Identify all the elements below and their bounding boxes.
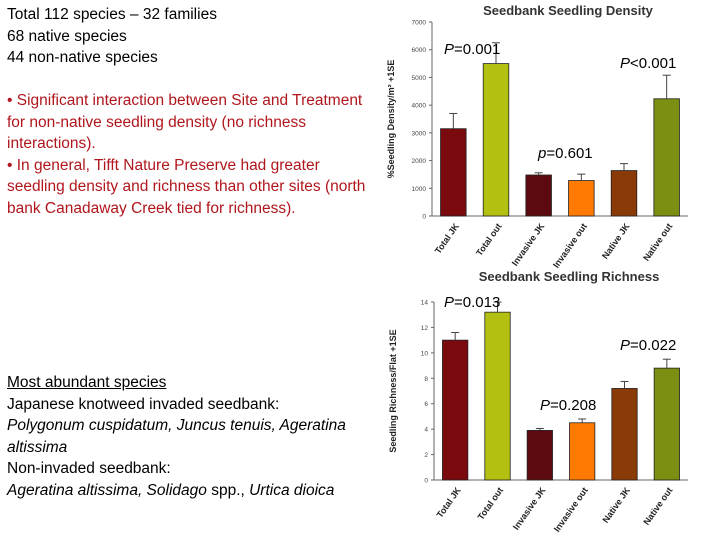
x-tick-label-native-out: Native out <box>641 485 674 526</box>
noninvaded-species-a: Ageratina altissima, Solidago <box>7 481 207 499</box>
p-value-symbol: P <box>444 41 454 58</box>
p-value-text: =0.001 <box>454 41 500 58</box>
bar-invasive-out <box>569 422 596 481</box>
bar-invasive-jk <box>525 174 552 217</box>
bar-native-out <box>653 98 680 217</box>
y-tick-label: 8 <box>424 376 428 383</box>
summary-total-line: Total 112 species – 32 families <box>7 6 217 23</box>
noninvaded-species-b: spp., <box>206 481 250 499</box>
bar-native-out <box>653 367 680 481</box>
bar-native-jk <box>610 170 638 217</box>
p-value-annotation: P=0.208 <box>540 397 596 414</box>
density-chart: Seedbank Seedling Density %Seedling Densi… <box>386 3 688 270</box>
p-value-annotation: P=0.001 <box>444 41 500 58</box>
species-summary: Total 112 species – 32 families 68 nativ… <box>7 4 377 69</box>
p-value-text: =0.022 <box>630 337 676 354</box>
x-tick-label-total-jk: Total JK <box>435 485 463 520</box>
x-tick-label-invasive-out: Invasive out <box>551 221 589 269</box>
p-value-text: =0.208 <box>550 397 596 414</box>
y-tick-label: 5000 <box>412 75 427 82</box>
y-tick-label: 2 <box>424 452 428 459</box>
chart-title: Seedbank Seedling Density <box>483 3 654 18</box>
x-tick-label-total-jk: Total JK <box>433 221 461 256</box>
p-value-symbol: P <box>444 294 454 311</box>
p-value-annotation: P=0.013 <box>444 294 500 311</box>
noninvaded-species-list: Ageratina altissima, Solidago spp., Urti… <box>7 480 379 502</box>
bar-total-out <box>482 63 510 217</box>
bullet-interaction: • Significant interaction between Site a… <box>7 92 363 152</box>
y-axis-label: %Seedling Density/m² +1SE <box>386 60 396 179</box>
y-tick-label: 6 <box>424 401 428 408</box>
findings-bullets: • Significant interaction between Site a… <box>7 90 377 219</box>
bar-total-out <box>484 311 511 481</box>
noninvaded-seedbank-label: Non-invaded seedbank: <box>7 460 171 477</box>
y-tick-label: 2000 <box>412 158 427 165</box>
p-value-text: =0.601 <box>546 145 592 162</box>
invaded-seedbank-label: Japanese knotweed invaded seedbank: <box>7 395 280 413</box>
bar-total-jk <box>440 128 467 217</box>
y-tick-label: 7000 <box>412 20 427 27</box>
p-value-text: =0.013 <box>454 294 500 311</box>
summary-nonnative-line: 44 non-native species <box>7 49 158 66</box>
p-value-text: <0.001 <box>630 55 676 72</box>
invaded-species-list: Polygonum cuspidatum, Juncus tenuis, Age… <box>7 417 346 456</box>
x-tick-label-invasive-jk: Invasive JK <box>510 221 547 268</box>
bar-native-jk <box>611 388 638 481</box>
p-value-symbol: P <box>620 55 630 72</box>
y-tick-label: 6000 <box>412 47 427 54</box>
x-tick-label-total-out: Total out <box>474 221 504 257</box>
p-value-annotation: P=0.022 <box>620 337 676 354</box>
p-value-annotation: p=0.601 <box>537 145 593 162</box>
bar-invasive-out <box>568 180 595 217</box>
y-tick-label: 14 <box>421 300 429 307</box>
y-tick-label: 12 <box>421 325 429 332</box>
y-axis-label: Seedling Richness/Flat +1SE <box>388 329 398 452</box>
richness-chart: Seedbank Seedling Richness Seedling Richn… <box>388 269 688 534</box>
y-tick-label: 10 <box>421 350 429 357</box>
p-value-symbol: P <box>620 337 630 354</box>
x-tick-label-native-jk: Native JK <box>600 221 632 261</box>
summary-native-line: 68 native species <box>7 27 127 45</box>
y-tick-label: 4000 <box>412 103 427 110</box>
chart-title: Seedbank Seedling Richness <box>479 269 660 284</box>
bar-total-jk <box>442 339 469 481</box>
x-tick-label-invasive-jk: Invasive JK <box>511 485 548 532</box>
p-value-symbol: P <box>540 397 550 414</box>
x-tick-label-native-out: Native out <box>641 221 674 262</box>
abundant-species-section: Most abundant species Japanese knotweed … <box>7 372 379 501</box>
y-tick-label: 4 <box>424 427 428 434</box>
y-tick-label: 3000 <box>412 130 427 137</box>
y-tick-label: 0 <box>422 214 426 221</box>
bullet-tifft: • In general, Tifft Nature Preserve had … <box>7 156 366 217</box>
bar-invasive-jk <box>526 430 553 481</box>
y-tick-label: 1000 <box>412 186 427 193</box>
p-value-annotation: P<0.001 <box>620 55 676 72</box>
abundant-heading: Most abundant species <box>7 374 167 391</box>
noninvaded-species-c: Urtica dioica <box>249 481 335 499</box>
x-tick-label-total-out: Total out <box>476 485 506 521</box>
x-tick-label-native-jk: Native JK <box>600 485 632 525</box>
x-tick-label-invasive-out: Invasive out <box>552 485 590 533</box>
y-tick-label: 0 <box>424 478 428 485</box>
p-value-symbol: p <box>537 145 546 162</box>
